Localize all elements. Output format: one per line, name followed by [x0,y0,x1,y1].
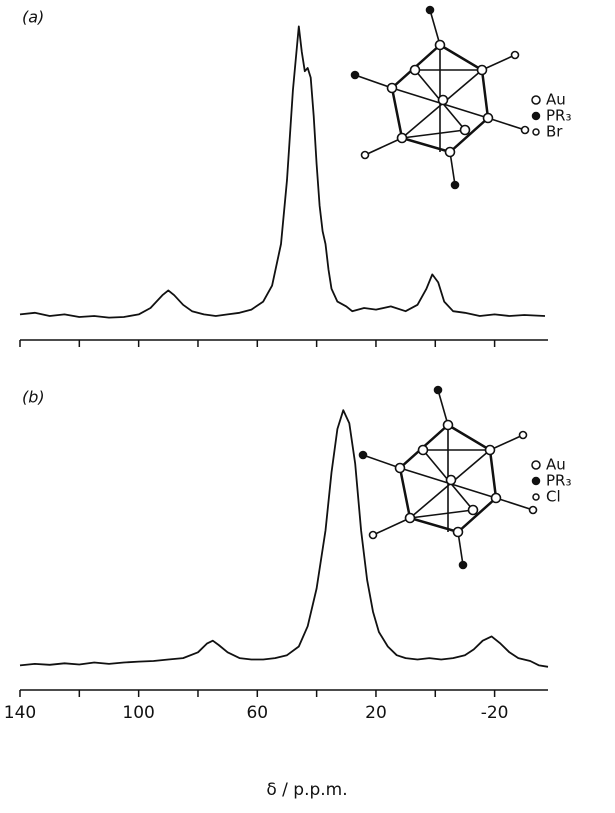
x-tick-label: 20 [365,703,387,723]
legend-marker [533,494,539,500]
cluster-diagram [360,387,537,569]
x-tick-label: 60 [246,703,268,723]
legend-marker [532,96,540,104]
panel-label: (a) [22,8,44,27]
x-tick-label: 100 [122,703,154,723]
panel-label: (b) [22,388,45,407]
legend-marker [533,113,540,120]
spectrum-line [20,410,548,667]
legend-marker [532,461,540,469]
cluster-diagram [352,7,529,189]
legend-label: Br [546,123,563,141]
legend-label: Cl [546,488,561,506]
x-axis-label: δ / p.p.m. [266,780,347,800]
x-tick-label: -20 [481,703,509,723]
legend-marker [533,478,540,485]
x-tick-label: 140 [4,703,36,723]
legend-marker [533,129,539,135]
chart: (a)AuPR₃Br1401006020-20(b)AuPR₃Clδ / p.p… [0,0,615,809]
